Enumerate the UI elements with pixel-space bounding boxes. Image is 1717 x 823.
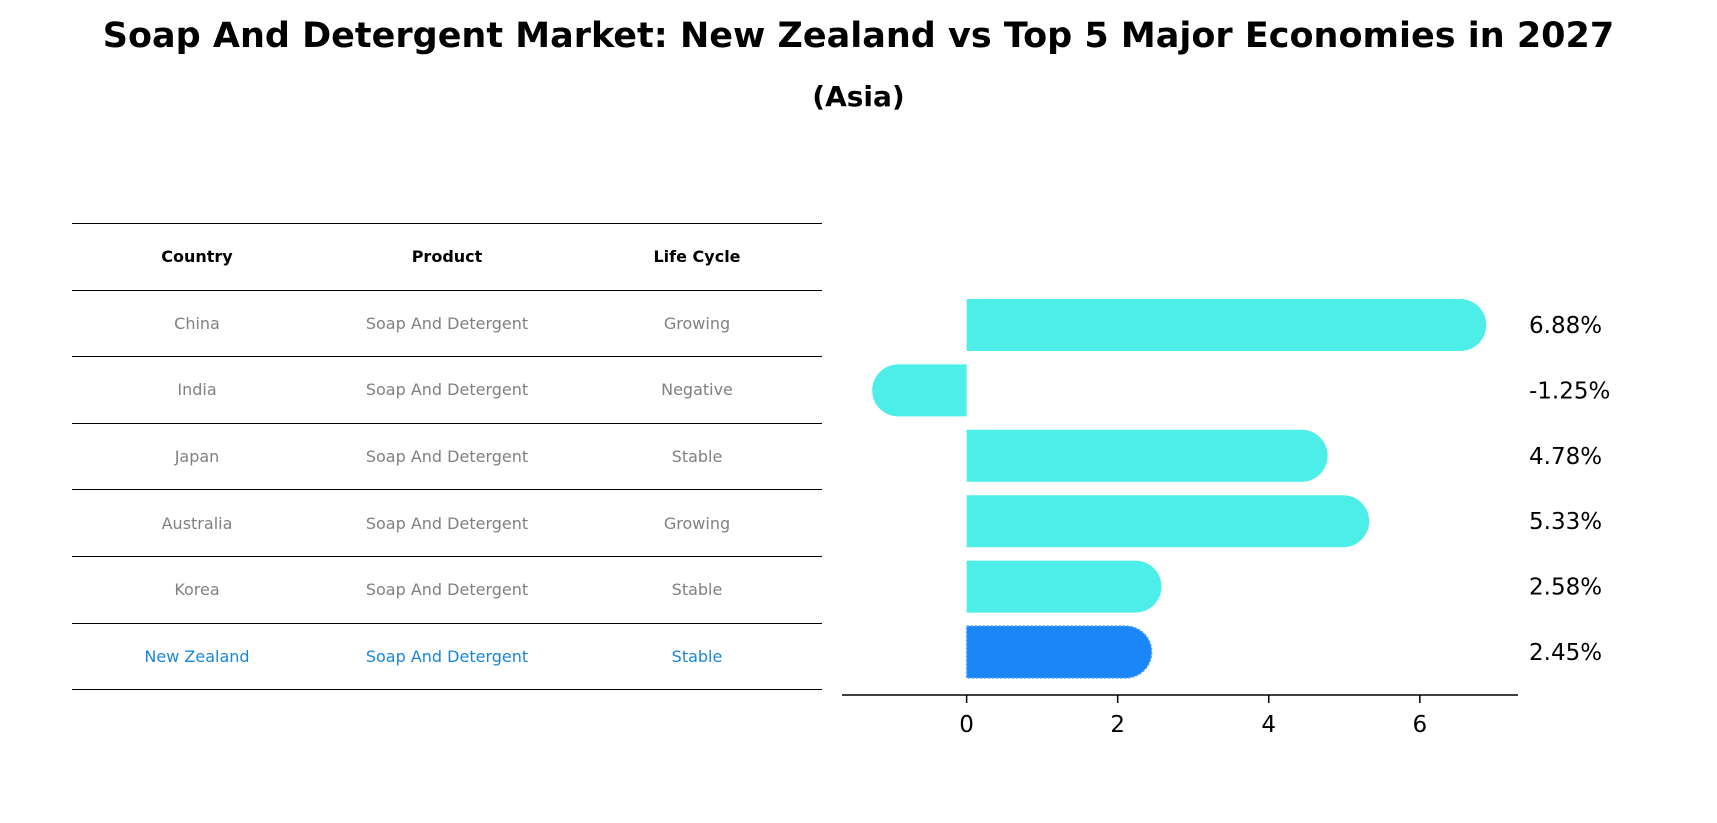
cell-product: Soap And Detergent [322, 489, 572, 557]
cell-country: India [72, 356, 322, 424]
cell-life-cycle: Growing [572, 489, 822, 557]
chart-title: Soap And Detergent Market: New Zealand v… [102, 16, 1615, 56]
bar-value-label: -1.25% [1529, 378, 1610, 404]
cell-life-cycle: Negative [572, 356, 822, 424]
bar-value-label: 2.58% [1529, 575, 1602, 601]
cell-product: Soap And Detergent [322, 289, 572, 357]
cell-product: Soap And Detergent [322, 622, 572, 691]
table-row: India Soap And Detergent Negative [72, 356, 822, 424]
bar-korea [966, 560, 1162, 613]
table-row-highlight: New Zealand Soap And Detergent Stable [72, 622, 822, 691]
bar-value-label: 5.33% [1529, 509, 1602, 535]
table-header-row: Country Product Life Cycle [72, 223, 822, 291]
x-tick-label: 4 [1261, 712, 1276, 738]
header-country: Country [72, 223, 322, 291]
data-table: Country Product Life Cycle China Soap An… [72, 223, 822, 691]
cell-country: Australia [72, 489, 322, 557]
x-tick-label: 2 [1110, 712, 1125, 738]
cell-life-cycle: Growing [572, 289, 822, 357]
bar-china [966, 299, 1487, 351]
x-tick-label: 0 [959, 712, 974, 738]
bar-australia [966, 495, 1370, 548]
cell-product: Soap And Detergent [322, 555, 572, 624]
bar-india [872, 364, 967, 417]
header-life-cycle: Life Cycle [572, 223, 822, 291]
bar-value-label: 2.45% [1529, 640, 1602, 666]
x-tick-label: 6 [1412, 712, 1427, 738]
cell-country: New Zealand [72, 622, 322, 691]
cell-country: Japan [72, 422, 322, 490]
cell-country: Korea [72, 555, 322, 624]
table-row: Australia Soap And Detergent Growing [72, 489, 822, 557]
cell-life-cycle: Stable [572, 555, 822, 624]
cell-life-cycle: Stable [572, 422, 822, 490]
cell-country: China [72, 289, 322, 357]
cell-life-cycle: Stable [572, 622, 822, 691]
cell-product: Soap And Detergent [322, 422, 572, 490]
bar-japan [966, 429, 1328, 482]
header-product: Product [322, 223, 572, 291]
table-row: Korea Soap And Detergent Stable [72, 555, 822, 624]
chart-subtitle: (Asia) [812, 80, 905, 113]
cell-product: Soap And Detergent [322, 356, 572, 424]
table-row: China Soap And Detergent Growing [72, 289, 822, 357]
bar-value-label: 4.78% [1529, 444, 1602, 470]
bar-value-label: 6.88% [1529, 313, 1602, 339]
bar-new-zealand [965, 625, 1153, 679]
table-row: Japan Soap And Detergent Stable [72, 422, 822, 490]
